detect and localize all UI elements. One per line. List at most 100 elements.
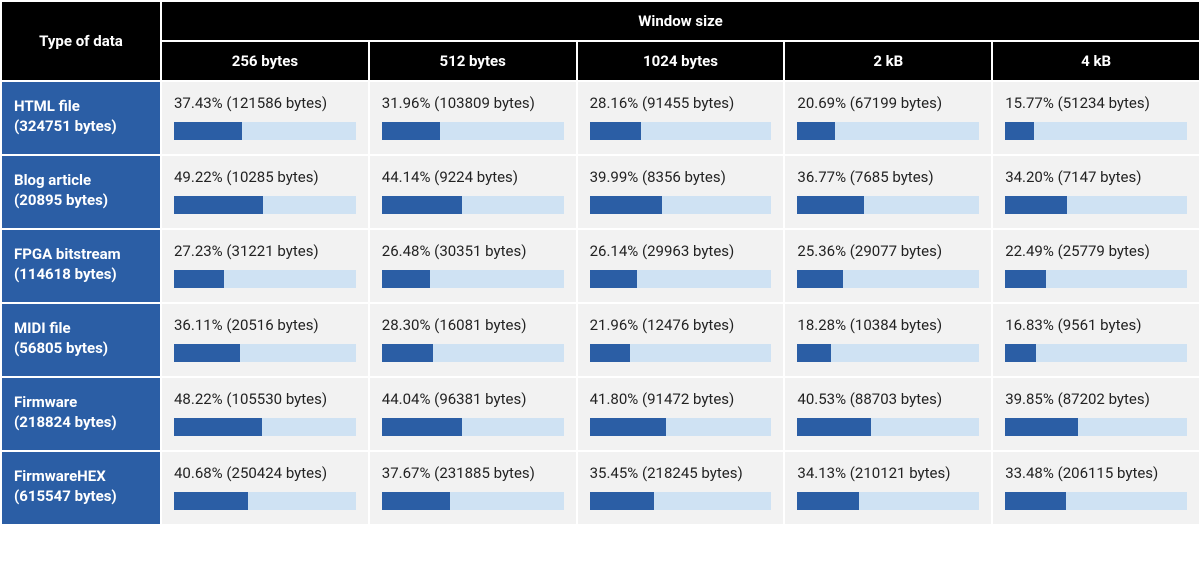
data-cell: 37.43% (121586 bytes) [161,81,369,155]
bar-track [590,196,772,214]
row-header-name: HTML file [14,96,148,116]
cell-value-text: 39.85% (87202 bytes) [1005,390,1187,408]
cell-value-text: 31.96% (103809 bytes) [382,94,564,112]
row-header-name: Blog article [14,170,148,190]
data-cell: 33.48% (206115 bytes) [992,451,1200,525]
cell-value-text: 41.80% (91472 bytes) [590,390,772,408]
bar-fill [590,196,663,214]
row-header: Blog article(20895 bytes) [1,155,161,229]
data-cell: 41.80% (91472 bytes) [577,377,785,451]
bar-track [382,122,564,140]
cell-value-text: 40.68% (250424 bytes) [174,464,356,482]
bar-track [174,344,356,362]
bar-fill [382,196,462,214]
data-cell: 36.11% (20516 bytes) [161,303,369,377]
data-cell: 36.77% (7685 bytes) [784,155,992,229]
col-header: 2 kB [784,41,992,81]
bar-fill [382,418,462,436]
bar-track [797,492,979,510]
col-header: 1024 bytes [577,41,785,81]
bar-track [382,270,564,288]
data-cell: 27.23% (31221 bytes) [161,229,369,303]
corner-header: Type of data [1,1,161,81]
bar-fill [797,270,843,288]
data-cell: 22.49% (25779 bytes) [992,229,1200,303]
cell-value-text: 20.69% (67199 bytes) [797,94,979,112]
bar-fill [797,492,859,510]
bar-fill [382,122,440,140]
bar-fill [174,196,263,214]
row-header-size: (20895 bytes) [14,190,148,210]
data-cell: 28.30% (16081 bytes) [369,303,577,377]
bar-track [382,418,564,436]
data-cell: 48.22% (105530 bytes) [161,377,369,451]
row-header: MIDI file(56805 bytes) [1,303,161,377]
cell-value-text: 34.20% (7147 bytes) [1005,168,1187,186]
data-cell: 49.22% (10285 bytes) [161,155,369,229]
data-cell: 39.85% (87202 bytes) [992,377,1200,451]
bar-fill [797,122,835,140]
data-cell: 16.83% (9561 bytes) [992,303,1200,377]
cell-value-text: 21.96% (12476 bytes) [590,316,772,334]
row-header-size: (615547 bytes) [14,486,148,506]
cell-value-text: 26.14% (29963 bytes) [590,242,772,260]
table-row: FirmwareHEX(615547 bytes) 40.68% (250424 … [1,451,1200,525]
bar-track [590,122,772,140]
bar-track [590,418,772,436]
bar-track [1005,122,1187,140]
bar-fill [174,418,262,436]
bar-track [174,270,356,288]
cell-value-text: 28.16% (91455 bytes) [590,94,772,112]
bar-track [174,196,356,214]
data-cell: 44.04% (96381 bytes) [369,377,577,451]
cell-value-text: 36.11% (20516 bytes) [174,316,356,334]
bar-fill [1005,418,1077,436]
bar-track [797,196,979,214]
bar-track [590,492,772,510]
bar-track [1005,196,1187,214]
bar-track [797,344,979,362]
spanning-header: Window size [161,1,1200,41]
bar-track [590,270,772,288]
cell-value-text: 34.13% (210121 bytes) [797,464,979,482]
table-row: Blog article(20895 bytes)49.22% (10285 b… [1,155,1200,229]
cell-value-text: 33.48% (206115 bytes) [1005,464,1187,482]
data-cell: 34.20% (7147 bytes) [992,155,1200,229]
cell-value-text: 28.30% (16081 bytes) [382,316,564,334]
row-header: FirmwareHEX(615547 bytes) [1,451,161,525]
table-row: FPGA bitstream(114618 bytes)27.23% (3122… [1,229,1200,303]
cell-value-text: 37.67% (231885 bytes) [382,464,564,482]
data-cell: 15.77% (51234 bytes) [992,81,1200,155]
data-cell: 21.96% (12476 bytes) [577,303,785,377]
row-header-size: (218824 bytes) [14,412,148,432]
bar-track [174,492,356,510]
bar-track [382,196,564,214]
bar-fill [382,270,430,288]
data-cell: 37.67% (231885 bytes) [369,451,577,525]
row-header-size: (324751 bytes) [14,116,148,136]
bar-fill [797,418,871,436]
cell-value-text: 37.43% (121586 bytes) [174,94,356,112]
cell-value-text: 16.83% (9561 bytes) [1005,316,1187,334]
cell-value-text: 22.49% (25779 bytes) [1005,242,1187,260]
col-header: 512 bytes [369,41,577,81]
cell-value-text: 40.53% (88703 bytes) [797,390,979,408]
data-cell: 20.69% (67199 bytes) [784,81,992,155]
data-cell: 18.28% (10384 bytes) [784,303,992,377]
cell-value-text: 15.77% (51234 bytes) [1005,94,1187,112]
bar-track [797,122,979,140]
cell-value-text: 25.36% (29077 bytes) [797,242,979,260]
compression-table: Type of data Window size 256 bytes 512 b… [0,0,1201,526]
bar-track [174,122,356,140]
bar-track [590,344,772,362]
bar-fill [1005,122,1034,140]
cell-value-text: 18.28% (10384 bytes) [797,316,979,334]
bar-track [1005,344,1187,362]
bar-track [1005,270,1187,288]
bar-fill [797,196,864,214]
table-row: Firmware(218824 bytes)48.22% (105530 byt… [1,377,1200,451]
data-cell: 26.48% (30351 bytes) [369,229,577,303]
bar-fill [590,492,654,510]
bar-track [174,418,356,436]
table-row: HTML file(324751 bytes) 37.43% (121586 by… [1,81,1200,155]
